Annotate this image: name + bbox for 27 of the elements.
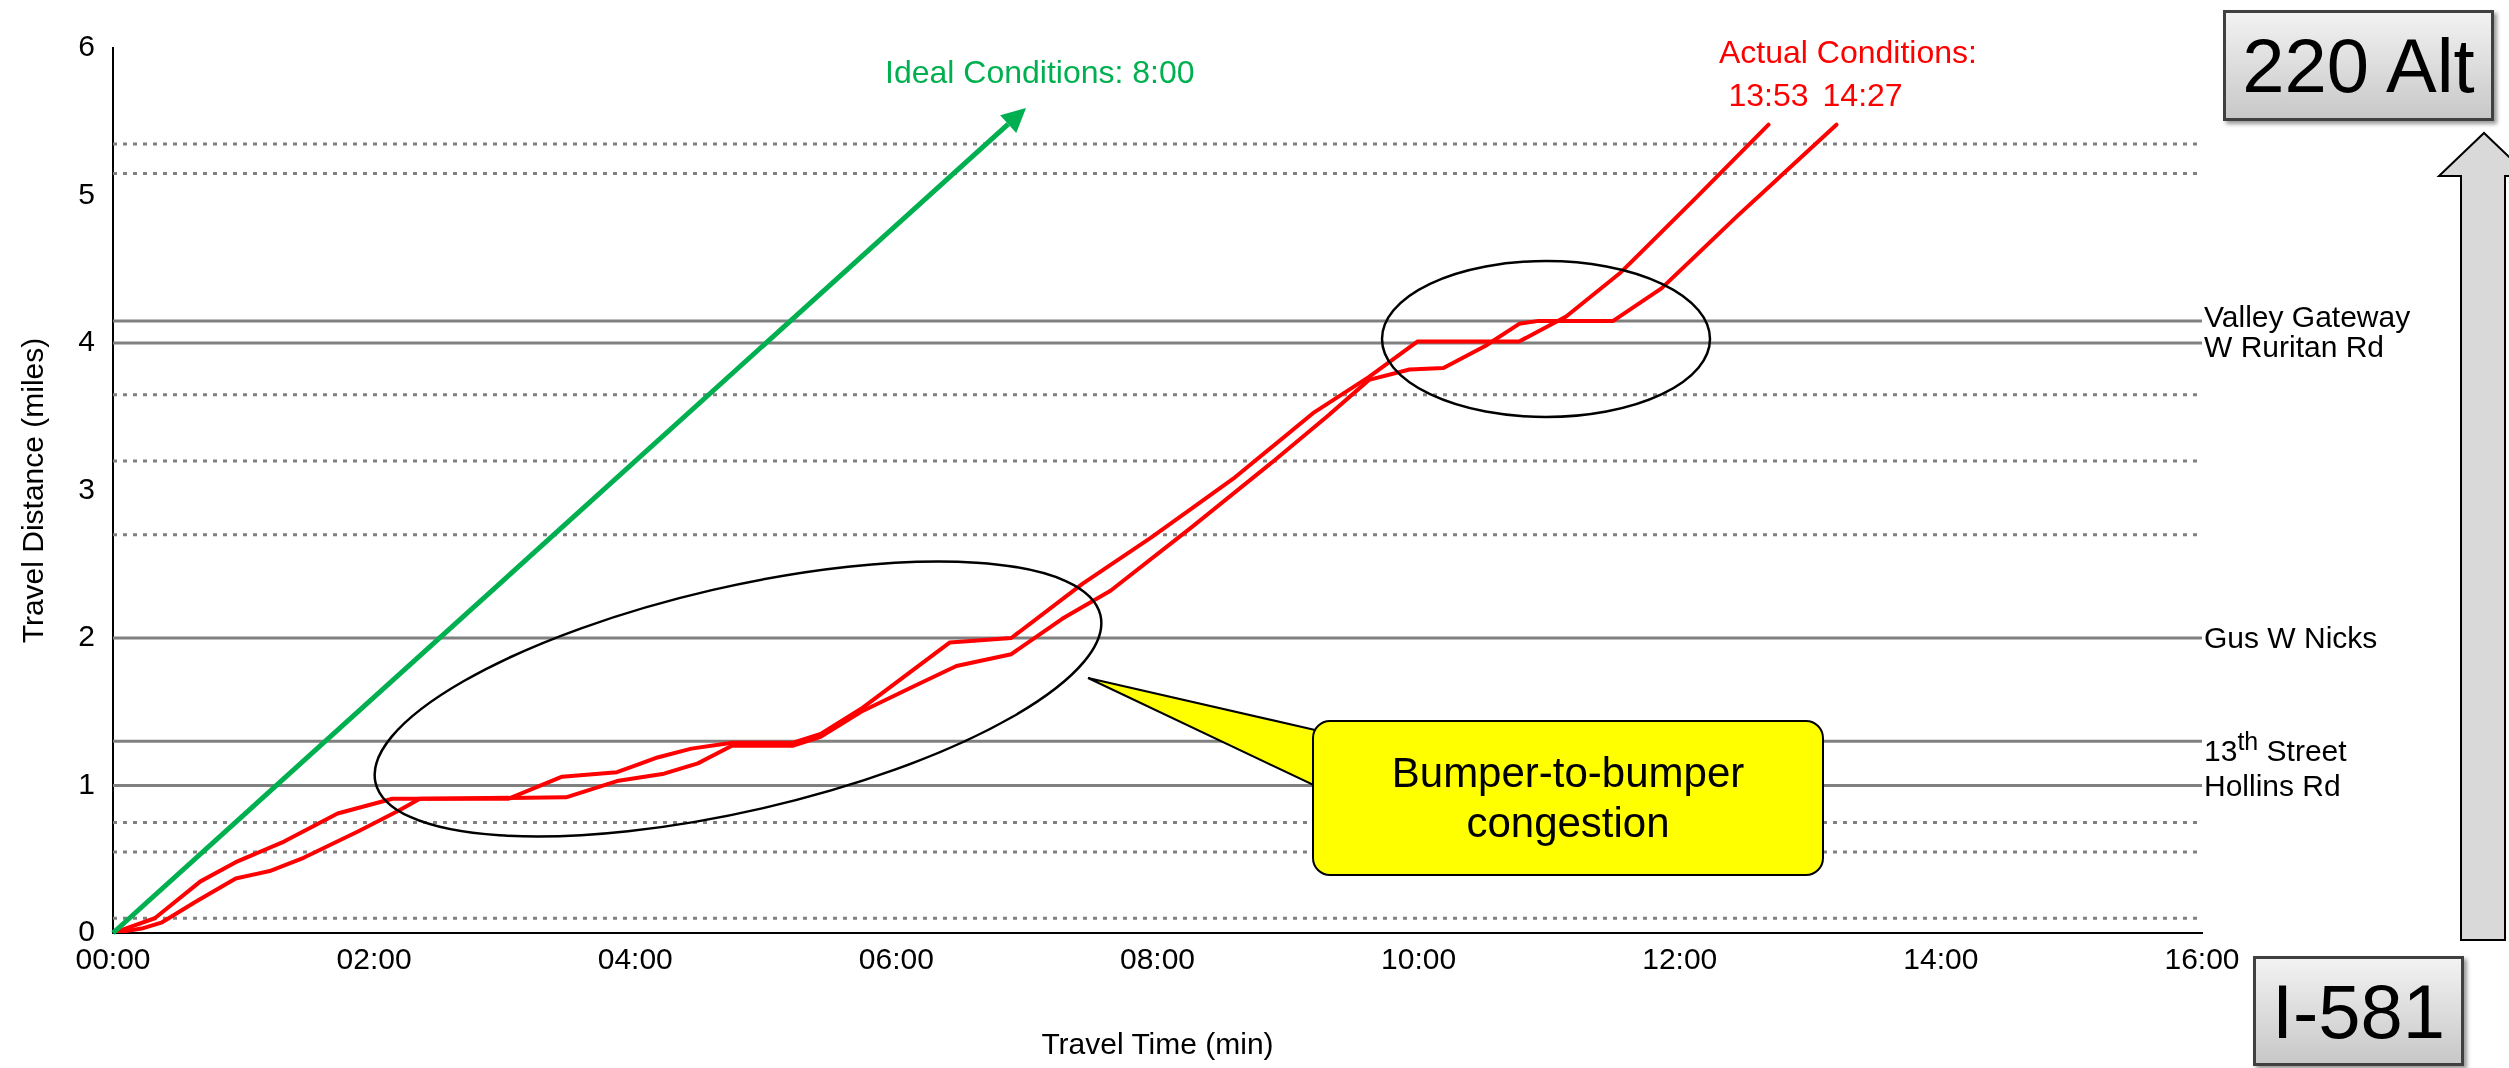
- annotation: Actual Conditions:: [1719, 34, 1977, 70]
- ref-line-label: 13$^{th}$ Street: [2204, 726, 2347, 768]
- x-tick-label: 14:00: [1903, 942, 1979, 976]
- y-tick-label: 4: [78, 324, 95, 358]
- ref-line-label: Valley Gateway: [2204, 299, 2411, 333]
- annotation: Bumper-to-bumper congestion: [1312, 720, 1824, 876]
- x-tick-label: 16:00: [2164, 942, 2240, 976]
- x-tick-label: 06:00: [858, 942, 934, 976]
- x-tick-label: 12:00: [1642, 942, 1718, 976]
- series-label: 14:27: [1822, 76, 1903, 113]
- x-tick-label: 08:00: [1119, 942, 1196, 976]
- x-tick-label: 10:00: [1381, 942, 1457, 976]
- x-tick-label: 02:00: [336, 942, 412, 976]
- ref-line-label: Hollins Rd: [2204, 768, 2341, 802]
- y-tick-label: 3: [78, 471, 95, 505]
- ref-line-label: Gus W Nicks: [2204, 621, 2378, 654]
- x-tick-label: 04:00: [597, 942, 673, 976]
- y-tick-label: 2: [78, 619, 95, 653]
- text: 220 Alt: [2223, 10, 2494, 121]
- text: I-581: [2253, 956, 2464, 1066]
- y-tick-label: 5: [78, 176, 95, 210]
- annotation: Ideal Conditions: 8:00: [885, 54, 1195, 90]
- y-axis-title: Travel Distance (miles): [16, 337, 50, 644]
- y-tick-label: 6: [78, 29, 95, 63]
- y-tick-label: 1: [78, 766, 95, 800]
- x-axis-title: Travel Time (min): [1041, 1027, 1274, 1061]
- series-label: 13:53: [1728, 76, 1809, 113]
